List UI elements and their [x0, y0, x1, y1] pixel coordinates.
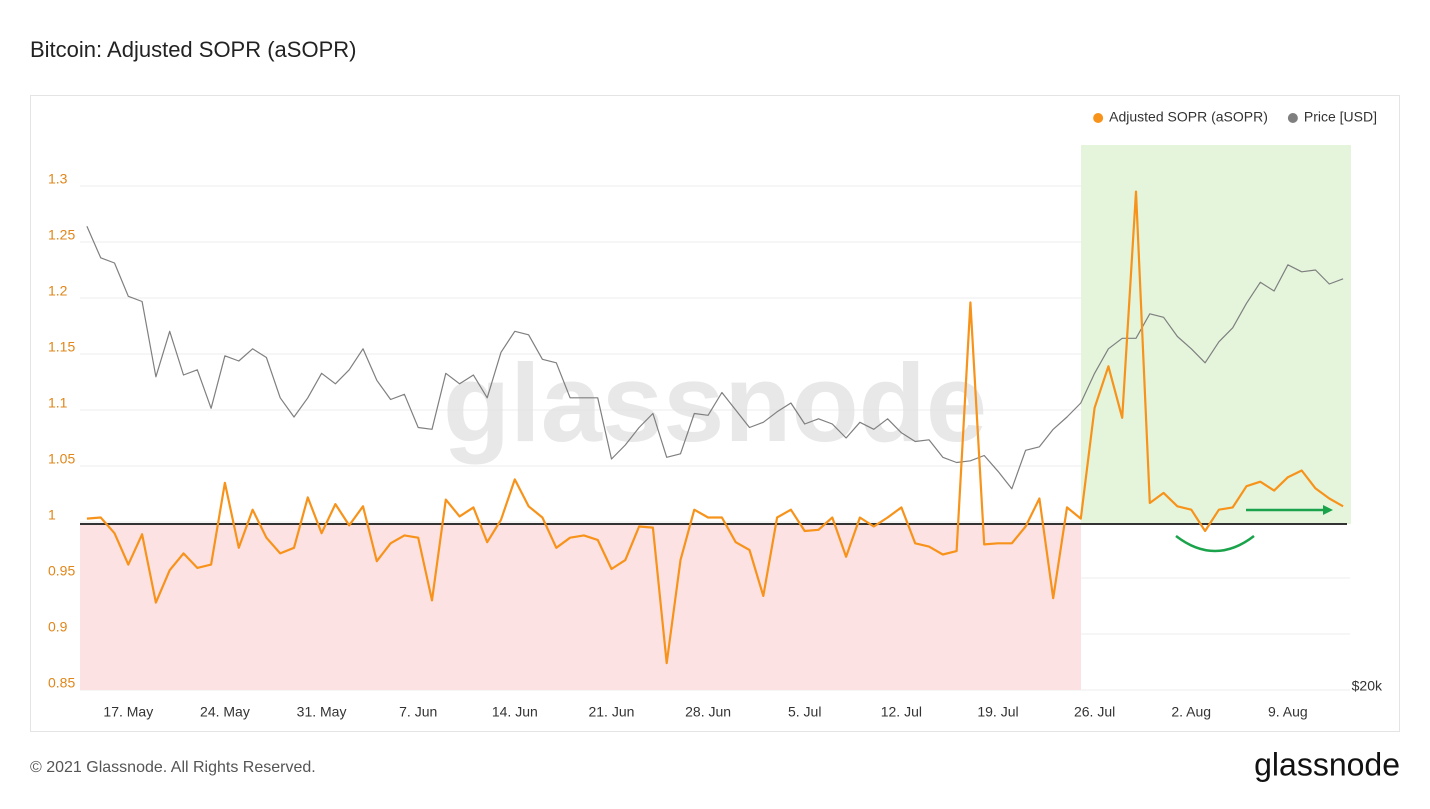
- x-tick-label: 26. Jul: [1074, 704, 1115, 720]
- y-tick-label: 0.95: [48, 563, 75, 579]
- series-line: [86, 190, 1344, 665]
- x-tick-label: 24. May: [200, 704, 250, 720]
- legend-label: Price [USD]: [1304, 109, 1377, 125]
- logo: glassnode: [1254, 746, 1400, 782]
- above-one-zone: [1081, 145, 1351, 524]
- below-one-zone: [80, 524, 1081, 690]
- x-tick-label: 5. Jul: [788, 704, 821, 720]
- x-tick-label: 17. May: [103, 704, 153, 720]
- x-tick-label: 28. Jun: [685, 704, 731, 720]
- legend-marker: [1287, 113, 1298, 123]
- y-tick-label: 1.15: [48, 339, 75, 355]
- y2-tick-label: $20k: [1352, 678, 1383, 694]
- legend: Price [USD] Adjusted SOPR (aSOPR): [1093, 109, 1377, 125]
- x-tick-label: 12. Jul: [881, 704, 922, 720]
- y-tick-label: 1.3: [48, 171, 68, 187]
- y-tick-label: 1.25: [48, 227, 75, 243]
- x-tick-label: 2. Aug: [1171, 704, 1211, 720]
- series-line: [86, 226, 1344, 490]
- y-tick-label: 0.9: [48, 619, 68, 635]
- y-tick-label: 1: [48, 507, 56, 523]
- y-tick-label: 0.85: [48, 675, 75, 691]
- x-tick-label: 7. Jun: [399, 704, 437, 720]
- bottom-arc: [1175, 535, 1255, 553]
- x-tick-label: 14. Jun: [492, 704, 538, 720]
- x-tick-label: 9. Aug: [1268, 704, 1308, 720]
- x-tick-label: 21. Jun: [588, 704, 634, 720]
- chart-frame: [30, 95, 1400, 732]
- copyright: © 2021 Glassnode. All Rights Reserved.: [30, 759, 316, 776]
- x-tick-label: 19. Jul: [977, 704, 1018, 720]
- legend-marker: [1093, 113, 1104, 123]
- y-tick-label: 1.05: [48, 451, 75, 467]
- y-tick-label: 1.1: [48, 395, 68, 411]
- plot: [86, 190, 1344, 665]
- y-tick-label: 1.2: [48, 283, 68, 299]
- chart-title: Bitcoin: Adjusted SOPR (aSOPR): [30, 37, 356, 62]
- trend-arrow-head: [1323, 505, 1333, 515]
- legend-label: Adjusted SOPR (aSOPR): [1109, 109, 1268, 125]
- x-tick-label: 31. May: [297, 704, 347, 720]
